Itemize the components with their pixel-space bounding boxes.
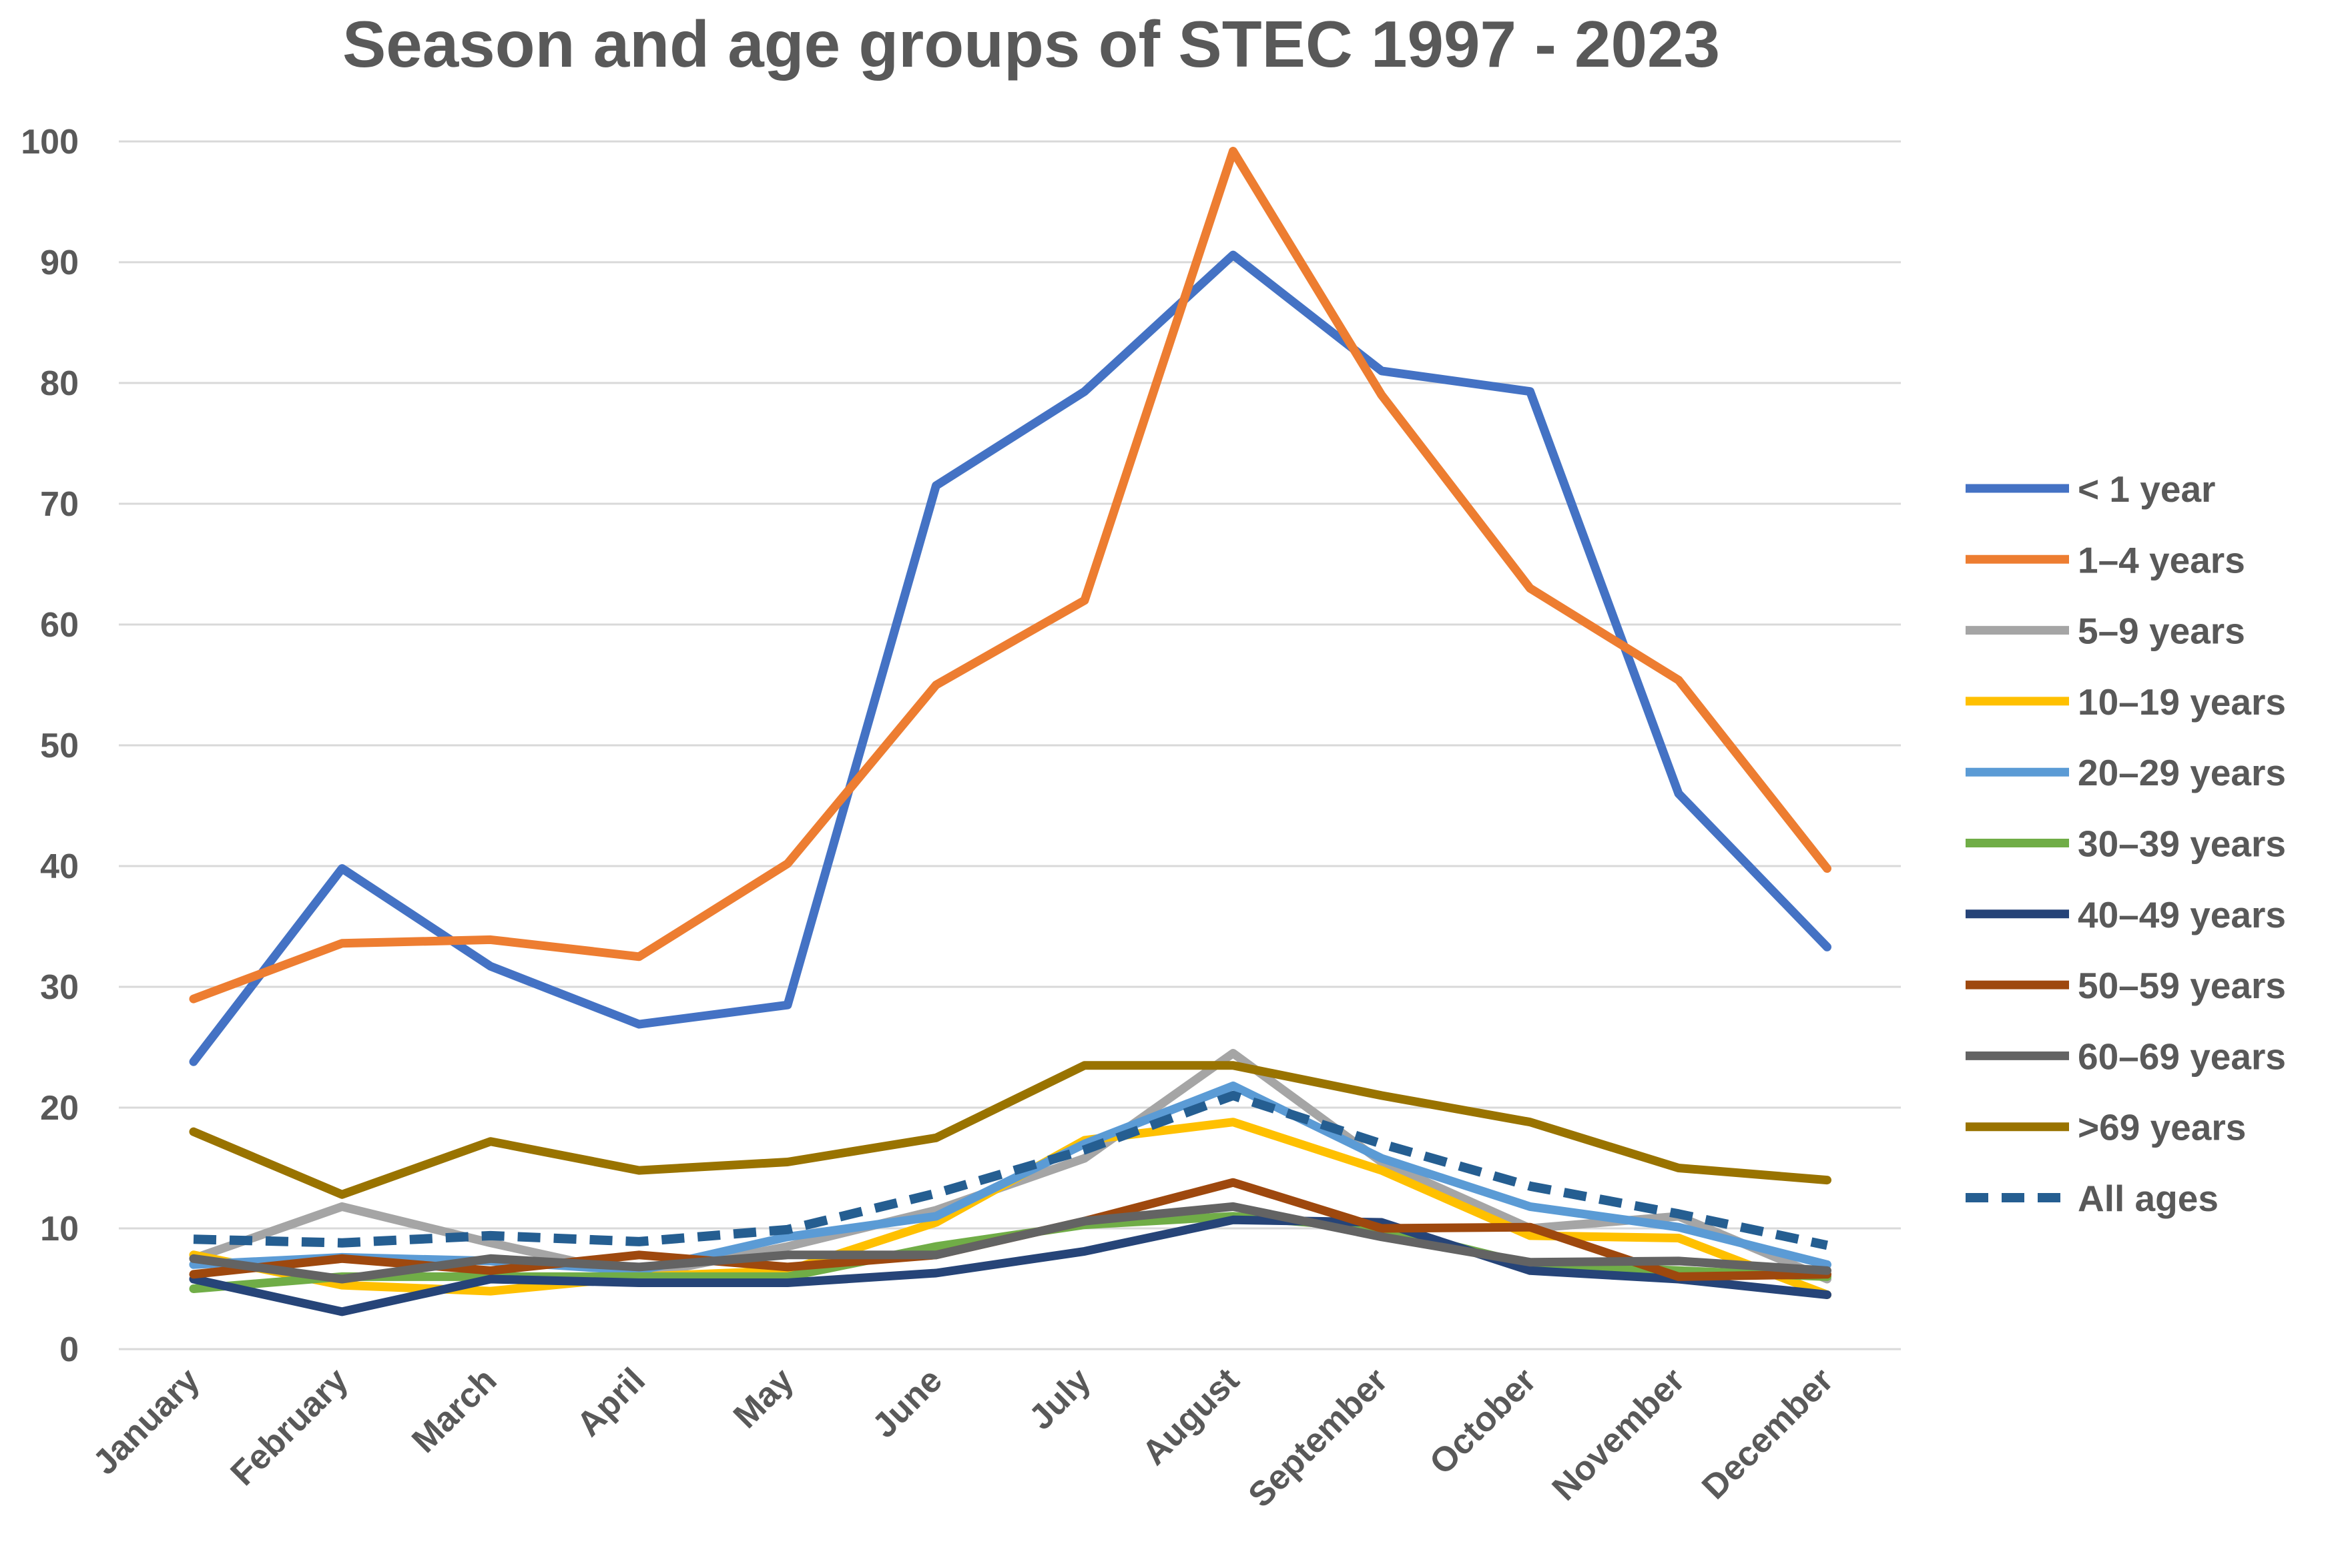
x-tick-label: December xyxy=(1695,1360,1841,1507)
y-tick-label: 40 xyxy=(40,847,79,886)
y-tick-label: 60 xyxy=(40,606,79,645)
x-tick-label: April xyxy=(569,1360,653,1444)
legend-label: < 1 year xyxy=(2078,468,2215,510)
y-tick-label: 30 xyxy=(40,968,79,1007)
legend-label: 50–59 years xyxy=(2078,965,2286,1006)
x-tick-label: October xyxy=(1422,1360,1544,1482)
y-tick-label: 10 xyxy=(40,1210,79,1248)
series-line-1-year xyxy=(189,250,1831,1066)
legend-label: 30–39 years xyxy=(2078,823,2286,865)
y-tick-label: 100 xyxy=(21,123,79,161)
series-line-69-years xyxy=(189,1061,1831,1199)
legend-label: 10–19 years xyxy=(2078,681,2286,723)
legend-label: 1–4 years xyxy=(2078,539,2245,580)
legend-label: 60–69 years xyxy=(2078,1036,2286,1077)
y-tick-label: 90 xyxy=(40,244,79,282)
x-tick-label: May xyxy=(726,1360,802,1436)
x-tick-label: August xyxy=(1135,1360,1247,1473)
series-line-all-ages xyxy=(193,1090,1828,1250)
x-tick-label: January xyxy=(85,1360,207,1482)
x-tick-label: September xyxy=(1241,1360,1395,1515)
legend-label: >69 years xyxy=(2078,1107,2246,1148)
y-tick-label: 80 xyxy=(40,364,79,403)
y-tick-label: 50 xyxy=(40,727,79,765)
series-lines xyxy=(189,147,1831,1316)
legend-label: All ages xyxy=(2078,1178,2219,1219)
x-tick-label: June xyxy=(865,1360,950,1445)
series-line-60-69-years xyxy=(189,1202,1831,1284)
x-axis-ticks: January February March April May June July Augu… xyxy=(85,1360,1841,1515)
series-line-1-4-years xyxy=(189,147,1831,1004)
y-tick-label: 70 xyxy=(40,485,79,524)
x-tick-label: July xyxy=(1022,1360,1099,1437)
y-axis-ticks: 0 10 20 30 40 50 60 70 80 90 100 xyxy=(21,123,79,1369)
x-tick-label: March xyxy=(404,1360,504,1460)
legend-label: 5–9 years xyxy=(2078,611,2245,652)
legend-label: 40–49 years xyxy=(2078,894,2286,935)
y-tick-label: 20 xyxy=(40,1089,79,1128)
legend-label: 20–29 years xyxy=(2078,752,2286,793)
series-line-40-49-years xyxy=(189,1215,1831,1316)
y-tick-label: 0 xyxy=(59,1330,79,1369)
x-tick-label: November xyxy=(1545,1360,1693,1508)
chart-title: Season and age groups of STEC 1997 - 202… xyxy=(342,7,1720,81)
x-tick-label: February xyxy=(224,1360,356,1493)
legend: < 1 year 1–4 years 5–9 years 10–19 years 20–… xyxy=(1966,468,2286,1219)
gridlines xyxy=(119,140,1901,1350)
